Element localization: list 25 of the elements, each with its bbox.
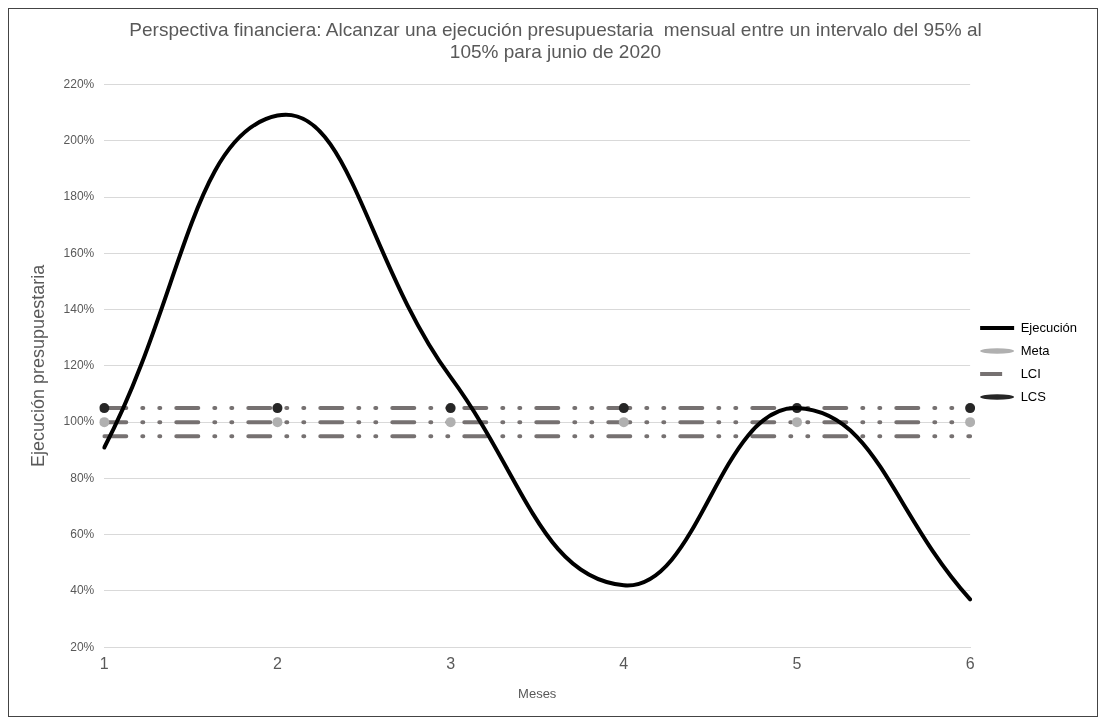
legend-label: Meta	[1020, 342, 1051, 358]
x-tick-label: 1	[99, 655, 109, 673]
legend-label: LCS	[1020, 388, 1047, 404]
y-tick-label: 160%	[63, 245, 95, 260]
y-tick-label: 80%	[70, 470, 95, 485]
x-tick-label: 5	[792, 655, 802, 673]
y-axis-title: Ejecución presupuestaria	[27, 263, 48, 467]
x-tick-label: 2	[273, 655, 283, 673]
y-tick-label: 60%	[70, 526, 95, 541]
y-tick-label: 200%	[63, 133, 95, 148]
y-tick-label: 20%	[70, 639, 95, 654]
x-axis-title: Meses	[518, 685, 557, 701]
x-tick-label: 4	[619, 655, 629, 673]
line-series	[102, 113, 973, 602]
x-tick-label: 3	[446, 655, 456, 673]
chart-title: Perspectiva financiera: Alcanzar una ejecución presupuestaria mensual entre un intervalo del 95% al 105% para junio de 2020	[129, 18, 982, 63]
legend-label: Ejecución	[1020, 319, 1078, 335]
x-tick-label: 6	[965, 655, 975, 673]
y-tick-label: 140%	[63, 301, 95, 316]
y-tick-label: 180%	[63, 189, 95, 204]
y-tick-label: 220%	[63, 76, 95, 91]
y-tick-label: 120%	[63, 358, 95, 373]
y-tick-label: 40%	[70, 583, 95, 598]
legend-label: LCI	[1020, 365, 1041, 381]
y-tick-label: 100%	[63, 414, 95, 429]
